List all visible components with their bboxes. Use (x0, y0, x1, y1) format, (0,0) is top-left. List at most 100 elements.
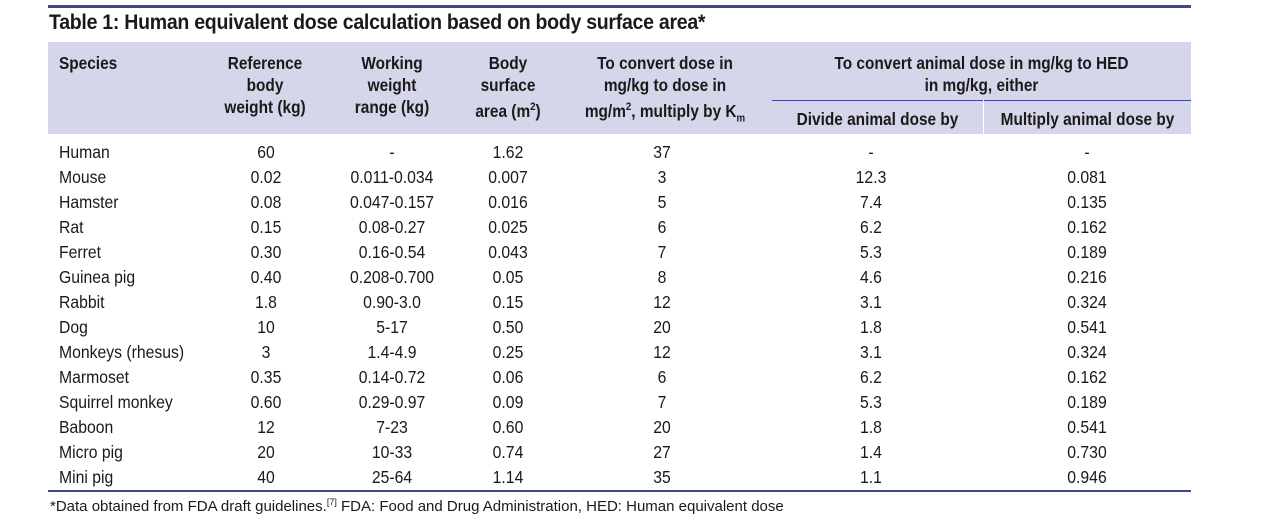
table-row: Ferret 0.30 0.16-0.54 0.043 7 5.3 0.189 (48, 240, 1191, 265)
cell-species: Rat (59, 217, 84, 237)
cell-body-surface-area: 0.007 (488, 167, 528, 187)
bottom-rule (48, 490, 1191, 492)
header-species: Species (59, 53, 118, 73)
cell-divide-by: 7.4 (860, 192, 882, 212)
cell-km-factor: 7 (657, 392, 667, 412)
cell-km-factor: 12 (653, 342, 671, 362)
cell-km-factor: 6 (657, 367, 667, 387)
cell-species: Micro pig (59, 442, 123, 462)
footnote: *Data obtained from FDA draft guidelines… (50, 497, 784, 515)
cell-species: Mouse (59, 167, 107, 187)
table-row: Human 60 - 1.62 37 - - (48, 140, 1191, 165)
cell-working-range: 5-17 (376, 317, 408, 337)
cell-km-factor: 12 (653, 292, 671, 312)
table-row: Marmoset 0.35 0.14-0.72 0.06 6 6.2 0.162 (48, 365, 1191, 390)
cell-divide-by: - (868, 142, 874, 162)
header-body-surface-area: Body surface area (m2) (475, 53, 541, 121)
cell-multiply-by: 0.541 (1067, 317, 1107, 337)
table-row: Micro pig 20 10-33 0.74 27 1.4 0.730 (48, 440, 1191, 465)
cell-multiply-by: 0.162 (1067, 367, 1107, 387)
cell-working-range: 0.16-0.54 (358, 242, 426, 262)
cell-km-factor: 3 (657, 167, 667, 187)
cell-km-factor: 37 (653, 142, 671, 162)
table-row: Baboon 12 7-23 0.60 20 1.8 0.541 (48, 415, 1191, 440)
cell-km-factor: 27 (653, 442, 671, 462)
cell-divide-by: 5.3 (860, 242, 882, 262)
header-column-divider (983, 100, 984, 134)
cell-body-surface-area: 0.016 (488, 192, 528, 212)
cell-body-surface-area: 0.50 (492, 317, 524, 337)
table-row: Mouse 0.02 0.011-0.034 0.007 3 12.3 0.081 (48, 165, 1191, 190)
cell-divide-by: 1.8 (860, 317, 882, 337)
cell-working-range: 0.011-0.034 (350, 167, 434, 187)
cell-multiply-by: 0.946 (1067, 467, 1107, 487)
table-title: Table 1: Human equivalent dose calculati… (49, 11, 706, 34)
table-row: Hamster 0.08 0.047-0.157 0.016 5 7.4 0.135 (48, 190, 1191, 215)
cell-working-range: 7-23 (376, 417, 408, 437)
cell-reference-weight: 60 (257, 142, 275, 162)
cell-working-range: 10-33 (371, 442, 413, 462)
cell-km-factor: 6 (657, 217, 667, 237)
cell-multiply-by: 0.541 (1067, 417, 1107, 437)
top-rule (48, 5, 1191, 8)
table-row: Monkeys (rhesus) 3 1.4-4.9 0.25 12 3.1 0.324 (48, 340, 1191, 365)
cell-reference-weight: 10 (257, 317, 275, 337)
cell-body-surface-area: 0.09 (492, 392, 524, 412)
cell-body-surface-area: 0.15 (492, 292, 524, 312)
cell-working-range: 0.14-0.72 (358, 367, 426, 387)
cell-reference-weight: 0.08 (250, 192, 282, 212)
cell-multiply-by: - (1084, 142, 1090, 162)
cell-km-factor: 5 (657, 192, 667, 212)
cell-working-range: 1.4-4.9 (367, 342, 417, 362)
table-row: Dog 10 5-17 0.50 20 1.8 0.541 (48, 315, 1191, 340)
cell-working-range: - (389, 142, 395, 162)
cell-body-surface-area: 0.043 (488, 242, 528, 262)
cell-body-surface-area: 0.60 (492, 417, 524, 437)
cell-species: Hamster (59, 192, 119, 212)
cell-working-range: 0.29-0.97 (358, 392, 426, 412)
cell-species: Marmoset (59, 367, 130, 387)
cell-divide-by: 3.1 (860, 292, 882, 312)
cell-species: Ferret (59, 242, 102, 262)
cell-species: Human (59, 142, 110, 162)
cell-km-factor: 8 (657, 267, 667, 287)
cell-reference-weight: 0.60 (250, 392, 282, 412)
cell-divide-by: 5.3 (860, 392, 882, 412)
cell-species: Squirrel monkey (59, 392, 173, 412)
cell-reference-weight: 0.35 (250, 367, 282, 387)
header-divide: Divide animal dose by (796, 109, 959, 129)
cell-multiply-by: 0.216 (1067, 267, 1107, 287)
cell-multiply-by: 0.135 (1067, 192, 1107, 212)
cell-working-range: 0.08-0.27 (358, 217, 426, 237)
cell-reference-weight: 40 (257, 467, 275, 487)
cell-reference-weight: 0.30 (250, 242, 282, 262)
cell-km-factor: 20 (653, 317, 671, 337)
cell-body-surface-area: 1.62 (492, 142, 524, 162)
cell-km-factor: 7 (657, 242, 667, 262)
cell-multiply-by: 0.162 (1067, 217, 1107, 237)
table-row: Squirrel monkey 0.60 0.29-0.97 0.09 7 5.3 0.18… (48, 390, 1191, 415)
cell-multiply-by: 0.189 (1067, 392, 1107, 412)
cell-species: Guinea pig (59, 267, 136, 287)
cell-divide-by: 6.2 (860, 367, 882, 387)
cell-working-range: 25-64 (371, 467, 413, 487)
cell-multiply-by: 0.081 (1067, 167, 1107, 187)
cell-reference-weight: 0.40 (250, 267, 282, 287)
cell-species: Monkeys (rhesus) (59, 342, 185, 362)
table-row: Guinea pig 0.40 0.208-0.700 0.05 8 4.6 0.216 (48, 265, 1191, 290)
cell-working-range: 0.90-3.0 (363, 292, 421, 312)
header-hed-group: To convert animal dose in mg/kg to HED i… (834, 53, 1129, 95)
cell-divide-by: 6.2 (860, 217, 882, 237)
cell-multiply-by: 0.324 (1067, 292, 1107, 312)
header-divider (772, 100, 1191, 101)
cell-divide-by: 4.6 (860, 267, 882, 287)
cell-species: Mini pig (59, 467, 114, 487)
header-multiply: Multiply animal dose by (1000, 109, 1175, 129)
cell-working-range: 0.047-0.157 (349, 192, 435, 212)
cell-divide-by: 12.3 (855, 167, 887, 187)
cell-reference-weight: 1.8 (255, 292, 277, 312)
cell-species: Baboon (59, 417, 114, 437)
cell-divide-by: 1.4 (860, 442, 882, 462)
cell-multiply-by: 0.730 (1067, 442, 1107, 462)
table-row: Mini pig 40 25-64 1.14 35 1.1 0.946 (48, 465, 1191, 490)
